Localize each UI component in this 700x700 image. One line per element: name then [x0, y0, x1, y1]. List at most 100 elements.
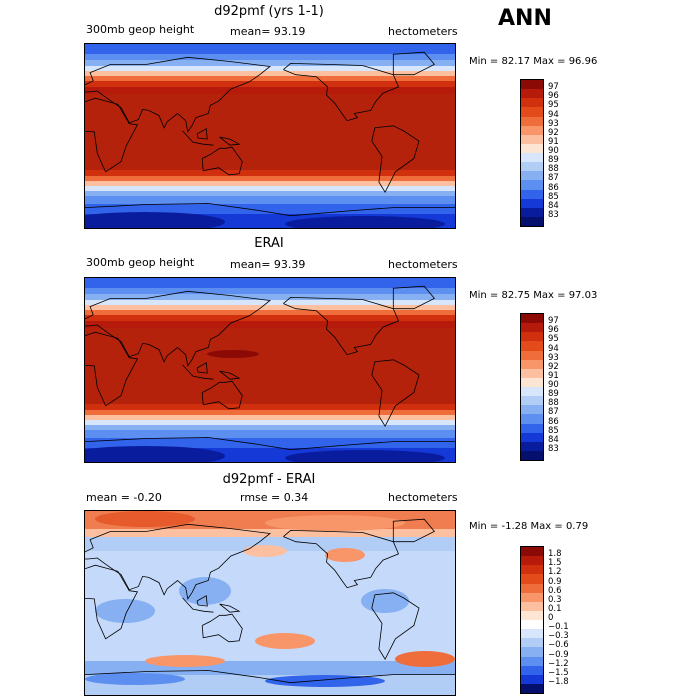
- colorbar-tick-label: 85: [548, 191, 559, 202]
- colorbar-tick-label: 90: [548, 380, 559, 390]
- colorbar-swatch: [521, 583, 543, 593]
- colorbar-swatch: [521, 405, 543, 415]
- colorbar-swatch: [521, 216, 543, 226]
- colorbar-swatch: [521, 207, 543, 217]
- colorbar-swatch: [521, 414, 543, 424]
- colorbar-tick-label: 96: [548, 325, 559, 336]
- mean-label: mean = -0.20: [86, 491, 162, 504]
- colorbar-swatch: [521, 314, 543, 324]
- colorbar-swatch: [521, 387, 543, 397]
- colorbar-tick-label: 84: [548, 200, 559, 211]
- colorbar-swatch: [521, 332, 543, 342]
- colorbar-tick-label: 89: [548, 155, 559, 166]
- colorbar-tick-label: 1.5: [548, 558, 562, 569]
- colorbar-swatch: [521, 341, 543, 351]
- colorbar-tick-label: 95: [548, 100, 559, 111]
- colorbar-swatch: [521, 683, 543, 693]
- colorbar-swatch: [521, 450, 543, 460]
- colorbar: [520, 546, 544, 694]
- min-max-label: Min = 82.17 Max = 96.96: [469, 56, 598, 67]
- colorbar-swatch: [521, 143, 543, 153]
- mean-label: mean= 93.19: [230, 25, 306, 38]
- colorbar-swatch: [521, 601, 543, 611]
- colorbar-tick-label: 94: [548, 343, 559, 354]
- colorbar-swatch: [521, 180, 543, 190]
- colorbar-swatch: [521, 359, 543, 369]
- panel-title: ERAI: [254, 236, 284, 251]
- colorbar-tick-label: 95: [548, 334, 559, 345]
- colorbar-swatch: [521, 350, 543, 360]
- units-label: hectometers: [388, 25, 458, 38]
- colorbar-swatch: [521, 647, 543, 657]
- colorbar-tick-label: −0.6: [548, 640, 569, 651]
- colorbar-tick-label: 92: [548, 361, 559, 372]
- colorbar-swatch: [521, 656, 543, 666]
- colorbar-tick-label: 86: [548, 416, 559, 427]
- colorbar-tick-label: 0.1: [548, 603, 562, 614]
- colorbar-swatch: [521, 116, 543, 126]
- panel-title: d92pmf (yrs 1-1): [214, 4, 324, 19]
- colorbar-tick-label: 93: [548, 118, 559, 129]
- colorbar-swatch: [521, 162, 543, 172]
- rmse-label: rmse = 0.34: [240, 491, 309, 504]
- colorbar-swatch: [521, 441, 543, 451]
- variable-label: 300mb geop height: [86, 23, 195, 36]
- colorbar-tick-label: −0.1: [548, 622, 569, 633]
- colorbar-tick-label: −1.8: [548, 676, 569, 687]
- colorbar-tick-label: 84: [548, 434, 559, 445]
- season-title: ANN: [498, 6, 552, 31]
- colorbar-tick-label: −1.5: [548, 667, 569, 678]
- units-label: hectometers: [388, 258, 458, 271]
- colorbar-swatch: [521, 620, 543, 630]
- colorbar-tick-label: 94: [548, 109, 559, 120]
- colorbar-swatch: [521, 556, 543, 566]
- colorbar-tick-label: 90: [548, 146, 559, 156]
- colorbar-tick-label: −0.9: [548, 649, 569, 660]
- colorbar-swatch: [521, 98, 543, 108]
- colorbar-tick-label: 87: [548, 407, 559, 418]
- colorbar-swatch: [521, 171, 543, 181]
- colorbar-swatch: [521, 89, 543, 99]
- colorbar-tick-label: 97: [548, 316, 559, 327]
- colorbar-swatch: [521, 368, 543, 378]
- colorbar-swatch: [521, 423, 543, 433]
- colorbar-tick-label: 89: [548, 389, 559, 400]
- colorbar-tick-label: 0.3: [548, 594, 562, 605]
- colorbar-tick-label: 0: [548, 613, 554, 623]
- colorbar-swatch: [521, 665, 543, 675]
- colorbar-swatch: [521, 629, 543, 639]
- colorbar-swatch: [521, 592, 543, 602]
- colorbar-tick-label: 88: [548, 398, 559, 409]
- colorbar-tick-label: 92: [548, 127, 559, 138]
- colorbar-tick-label: 91: [548, 370, 559, 381]
- colorbar-swatch: [521, 574, 543, 584]
- colorbar-swatch: [521, 107, 543, 117]
- colorbar: [520, 313, 544, 461]
- colorbar-swatch: [521, 189, 543, 199]
- colorbar-swatch: [521, 432, 543, 442]
- min-max-label: Min = -1.28 Max = 0.79: [469, 521, 589, 532]
- colorbar-swatch: [521, 134, 543, 144]
- colorbar-swatch: [521, 80, 543, 90]
- colorbar-swatch: [521, 674, 543, 684]
- colorbar-tick-label: 0.9: [548, 576, 562, 587]
- units-label: hectometers: [388, 491, 458, 504]
- colorbar-swatch: [521, 323, 543, 333]
- colorbar-swatch: [521, 547, 543, 557]
- variable-label: 300mb geop height: [86, 256, 195, 269]
- colorbar-swatch: [521, 638, 543, 648]
- colorbar-tick-label: 86: [548, 182, 559, 193]
- map-plot: [84, 510, 456, 696]
- colorbar-tick-label: 85: [548, 425, 559, 436]
- colorbar-tick-label: 1.2: [548, 567, 562, 578]
- colorbar-tick-label: 96: [548, 91, 559, 102]
- min-max-label: Min = 82.75 Max = 97.03: [469, 290, 598, 301]
- colorbar-swatch: [521, 565, 543, 575]
- mean-label: mean= 93.39: [230, 258, 306, 271]
- colorbar-tick-label: 1.8: [548, 549, 562, 560]
- colorbar-tick-label: 91: [548, 136, 559, 147]
- colorbar-tick-label: 87: [548, 173, 559, 184]
- colorbar-swatch: [521, 610, 543, 620]
- colorbar-swatch: [521, 198, 543, 208]
- colorbar-tick-label: 88: [548, 164, 559, 175]
